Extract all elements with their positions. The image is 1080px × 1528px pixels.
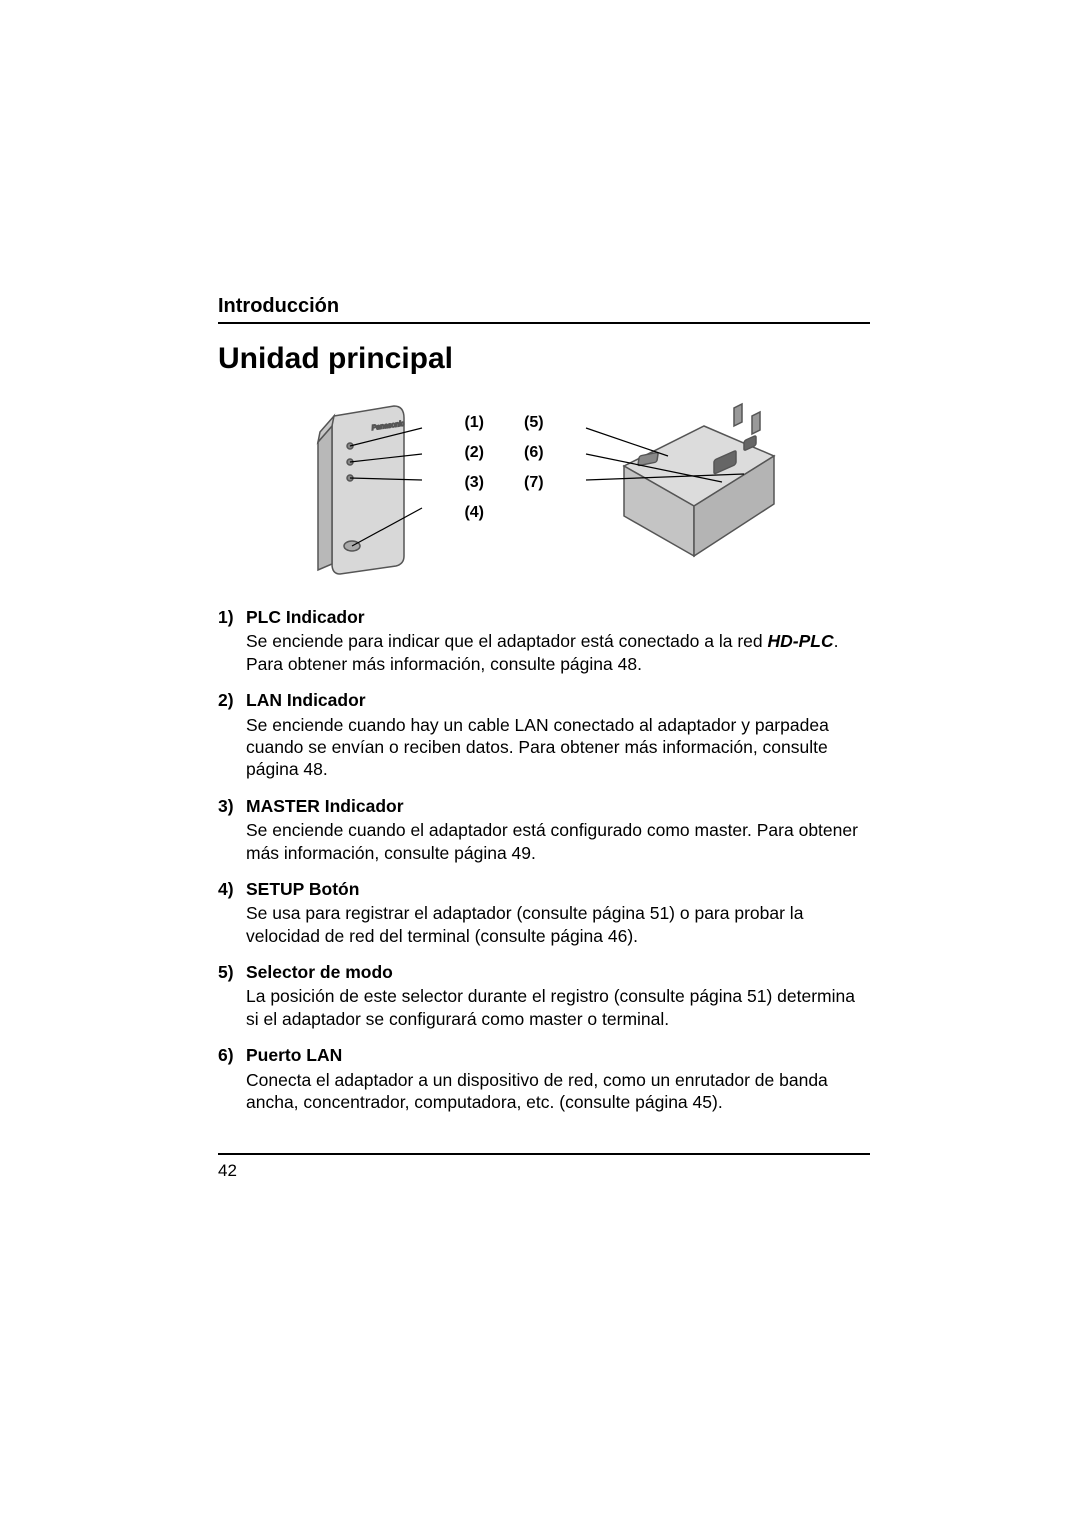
list-item: 1) PLC Indicador Se enciende para indica… <box>218 606 870 675</box>
callout-label: (4) <box>464 504 484 522</box>
item-number: 3) <box>218 795 246 864</box>
item-label: LAN Indicador <box>246 689 870 711</box>
item-list: 1) PLC Indicador Se enciende para indica… <box>218 606 870 1113</box>
item-number: 6) <box>218 1044 246 1113</box>
item-number: 4) <box>218 878 246 947</box>
item-description: Se usa para registrar el adaptador (cons… <box>246 902 870 947</box>
callout-label: (2) <box>464 444 484 462</box>
adapter-rear-diagram <box>584 396 784 566</box>
item-label: SETUP Botón <box>246 878 870 900</box>
item-description: La posición de este selector durante el … <box>246 985 870 1030</box>
callout-label: (6) <box>524 444 544 462</box>
callout-label: (1) <box>464 414 484 432</box>
callout-label: (7) <box>524 474 544 492</box>
footer-rule: 42 <box>218 1153 870 1181</box>
item-label: MASTER Indicador <box>246 795 870 817</box>
manual-page: Introducción Unidad principal Panasonic <box>0 0 1080 1528</box>
item-description: Se enciende cuando hay un cable LAN cone… <box>246 714 870 781</box>
adapter-front-diagram: Panasonic <box>304 396 424 576</box>
item-number: 2) <box>218 689 246 781</box>
list-item: 6) Puerto LAN Conecta el adaptador a un … <box>218 1044 870 1113</box>
item-number: 5) <box>218 961 246 1030</box>
item-label: PLC Indicador <box>246 606 870 628</box>
list-item: 4) SETUP Botón Se usa para registrar el … <box>218 878 870 947</box>
item-description: Conecta el adaptador a un dispositivo de… <box>246 1069 870 1114</box>
item-description: Se enciende cuando el adaptador está con… <box>246 819 870 864</box>
item-description: Se enciende para indicar que el adaptado… <box>246 630 870 675</box>
page-title: Unidad principal <box>218 342 870 376</box>
callout-label: (3) <box>464 474 484 492</box>
list-item: 5) Selector de modo La posición de este … <box>218 961 870 1030</box>
list-item: 3) MASTER Indicador Se enciende cuando e… <box>218 795 870 864</box>
list-item: 2) LAN Indicador Se enciende cuando hay … <box>218 689 870 781</box>
callout-right-column: (5) (6) (7) <box>524 396 544 492</box>
item-number: 1) <box>218 606 246 675</box>
callout-label: (5) <box>524 414 544 432</box>
item-label: Selector de modo <box>246 961 870 983</box>
diagram-area: Panasonic (1) (2) (3) (4) (5) (6) (7) <box>218 396 870 576</box>
callout-left-column: (1) (2) (3) (4) <box>464 396 484 522</box>
item-label: Puerto LAN <box>246 1044 870 1066</box>
section-header: Introducción <box>218 295 870 324</box>
page-number: 42 <box>218 1161 237 1180</box>
